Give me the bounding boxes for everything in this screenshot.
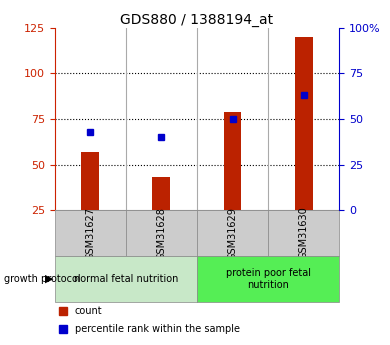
Bar bbox=[197, 256, 339, 302]
Bar bbox=[268, 210, 339, 256]
Text: ▶: ▶ bbox=[44, 274, 53, 284]
Bar bbox=[223, 112, 241, 210]
Bar bbox=[126, 210, 197, 256]
Bar bbox=[81, 152, 99, 210]
Bar bbox=[55, 256, 197, 302]
Text: percentile rank within the sample: percentile rank within the sample bbox=[74, 324, 239, 334]
Title: GDS880 / 1388194_at: GDS880 / 1388194_at bbox=[121, 12, 273, 27]
Text: GSM31628: GSM31628 bbox=[156, 207, 167, 259]
Text: GSM31630: GSM31630 bbox=[299, 207, 309, 259]
Text: GSM31629: GSM31629 bbox=[227, 207, 238, 259]
Bar bbox=[295, 37, 313, 210]
Bar bbox=[197, 210, 268, 256]
Text: protein poor fetal
nutrition: protein poor fetal nutrition bbox=[226, 268, 310, 289]
Text: count: count bbox=[74, 306, 102, 316]
Bar bbox=[55, 210, 126, 256]
Text: GSM31627: GSM31627 bbox=[85, 207, 95, 259]
Text: growth protocol: growth protocol bbox=[4, 274, 80, 284]
Bar bbox=[152, 177, 170, 210]
Text: normal fetal nutrition: normal fetal nutrition bbox=[74, 274, 178, 284]
